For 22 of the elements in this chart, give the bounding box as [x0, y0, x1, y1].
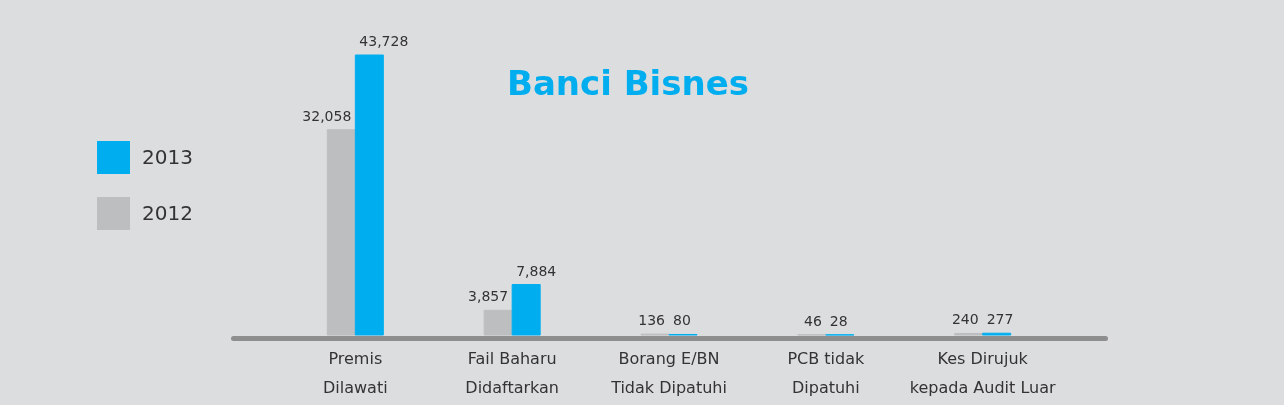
data-label: 80 — [673, 312, 691, 329]
legend-label: 2012 — [142, 200, 193, 225]
data-label: 46 — [804, 312, 822, 329]
x-tick-label: Fail Baharu Didaftarkan — [465, 348, 559, 397]
data-label: 3,857 — [468, 288, 509, 305]
bar — [511, 284, 541, 336]
legend-label: 2013 — [142, 144, 193, 169]
data-label: 32,058 — [302, 107, 352, 124]
bar — [483, 309, 513, 336]
data-label: 277 — [986, 311, 1014, 328]
x-tick-label: PCB tidak Dipatuhi — [787, 348, 865, 397]
bar — [354, 54, 384, 336]
x-tick-label: Kes Dirujuk kepada Audit Luar — [909, 348, 1056, 397]
data-label: 136 — [638, 312, 666, 329]
chart-title: Banci Bisnes — [506, 63, 750, 103]
bar — [326, 129, 356, 336]
x-tick-label: Premis Dilawati — [323, 348, 388, 397]
x-tick-label: Borang E/BN Tidak Dipatuhi — [610, 348, 727, 397]
data-label: 240 — [951, 311, 979, 328]
data-label: 28 — [829, 312, 848, 329]
data-label: 7,884 — [516, 262, 557, 279]
data-label: 43,728 — [359, 33, 409, 49]
